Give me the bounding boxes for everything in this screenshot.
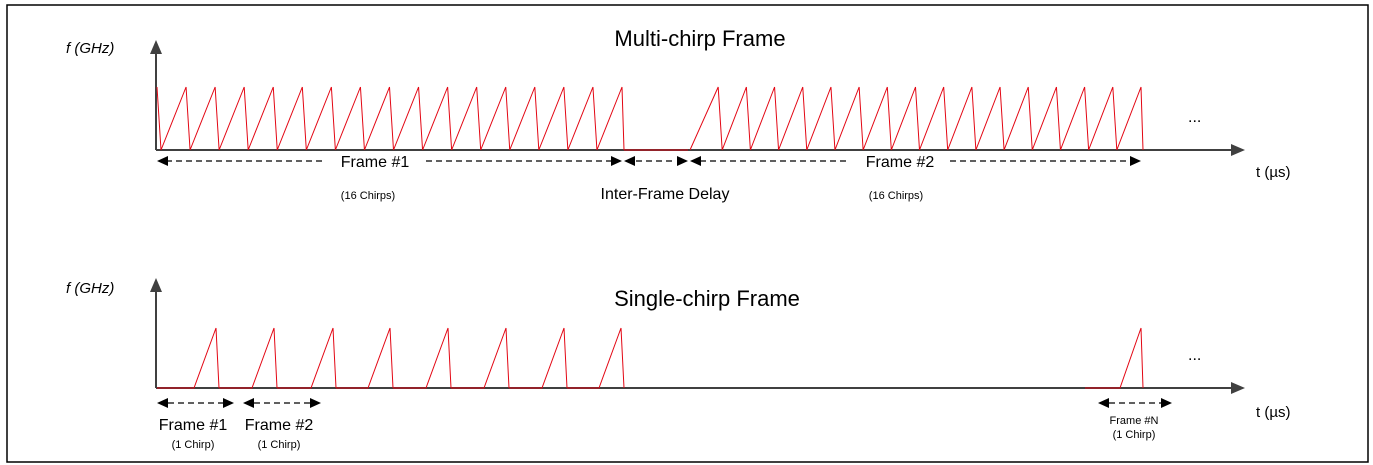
frame2-span-left-arrow [690,156,701,166]
single-x-axis-label: t (µs) [1256,404,1290,421]
delay-span-left-arrow [624,156,635,166]
single-frame-chirp [509,327,568,389]
single-frame1-right-arrow [223,398,234,408]
multi-x-axis-arrowhead [1231,144,1245,156]
multi-x-axis-label: t (µs) [1256,164,1290,181]
multi-chirp-panel: f (GHz) t (µs) Multi-chirp Frame ... Fra… [66,26,1290,203]
single-ellipsis: ... [1188,347,1201,364]
single-frame2-label: Frame #2 [245,417,314,434]
single-frameN-right-arrow [1161,398,1172,408]
multi-chirp-waveform [156,86,1144,151]
single-chirp-panel: f (GHz) t (µs) Single-chirp Frame ... Fr… [66,278,1290,451]
single-frame-chirp [336,327,394,389]
single-frameN-sub-label: (1 Chirp) [1113,429,1156,441]
single-frame-chirp [157,327,220,389]
single-x-axis-arrowhead [1231,382,1245,394]
frame1-chirp-train [156,86,625,151]
single-frame1-label: Frame #1 [159,417,228,434]
frame2-label: Frame #2 [866,154,935,171]
single-frame-chirp [219,327,278,389]
single-frame-chirp [393,327,452,389]
frame2-label-bg [850,151,950,171]
single-frame-chirp [277,327,337,389]
single-frame-chirp [567,327,625,389]
frame1-span-left-arrow [157,156,168,166]
diagram-border [6,4,1369,463]
multi-ellipsis: ... [1188,109,1201,126]
delay-label: Inter-Frame Delay [601,186,730,203]
single-frame2-right-arrow [310,398,321,408]
frame1-span-right-arrow [611,156,622,166]
frame2-sub-label: (16 Chirps) [869,190,923,202]
single-frame-chirp [451,327,510,389]
frame1-label-bg [325,151,425,171]
single-frameN-left-arrow [1098,398,1109,408]
frame1-sub-label: (16 Chirps) [341,190,395,202]
single-frame1-sub-label: (1 Chirp) [172,439,215,451]
single-frame2-left-arrow [243,398,254,408]
single-frameN-chirp [1085,327,1144,389]
frame2-chirp-train [689,86,1144,151]
frame1-label: Frame #1 [341,154,410,171]
single-title: Single-chirp Frame [614,286,800,311]
single-frameN-label: Frame #N [1110,415,1159,427]
single-frame1-left-arrow [157,398,168,408]
delay-span-right-arrow [677,156,688,166]
single-y-axis-label: f (GHz) [66,280,114,297]
frame2-span-right-arrow [1130,156,1141,166]
single-frame2-sub-label: (1 Chirp) [258,439,301,451]
single-y-axis-arrowhead [150,278,162,292]
single-chirp-waveform [157,327,1144,389]
multi-title: Multi-chirp Frame [614,26,785,51]
multi-y-axis-arrowhead [150,40,162,54]
multi-y-axis-label: f (GHz) [66,40,114,57]
